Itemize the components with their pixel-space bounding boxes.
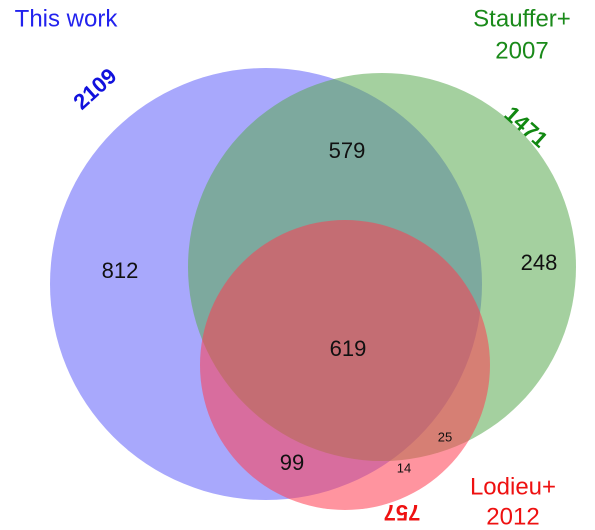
set-total: 2109 <box>68 63 121 114</box>
region-count: 812 <box>102 258 139 283</box>
region-count: 25 <box>438 429 452 444</box>
lodieu-circle <box>200 220 490 510</box>
set-label: Stauffer+ <box>473 5 571 32</box>
region-count: 579 <box>329 138 366 163</box>
region-count: 248 <box>521 250 558 275</box>
region-count: 619 <box>330 336 367 361</box>
set-label: 2012 <box>486 503 539 530</box>
set-total: 757 <box>384 500 421 525</box>
set-label: This work <box>15 5 119 32</box>
region-count: 14 <box>397 460 411 475</box>
region-count: 99 <box>280 450 304 475</box>
set-label: Lodieu+ <box>470 473 556 500</box>
set-label: 2007 <box>495 37 548 64</box>
